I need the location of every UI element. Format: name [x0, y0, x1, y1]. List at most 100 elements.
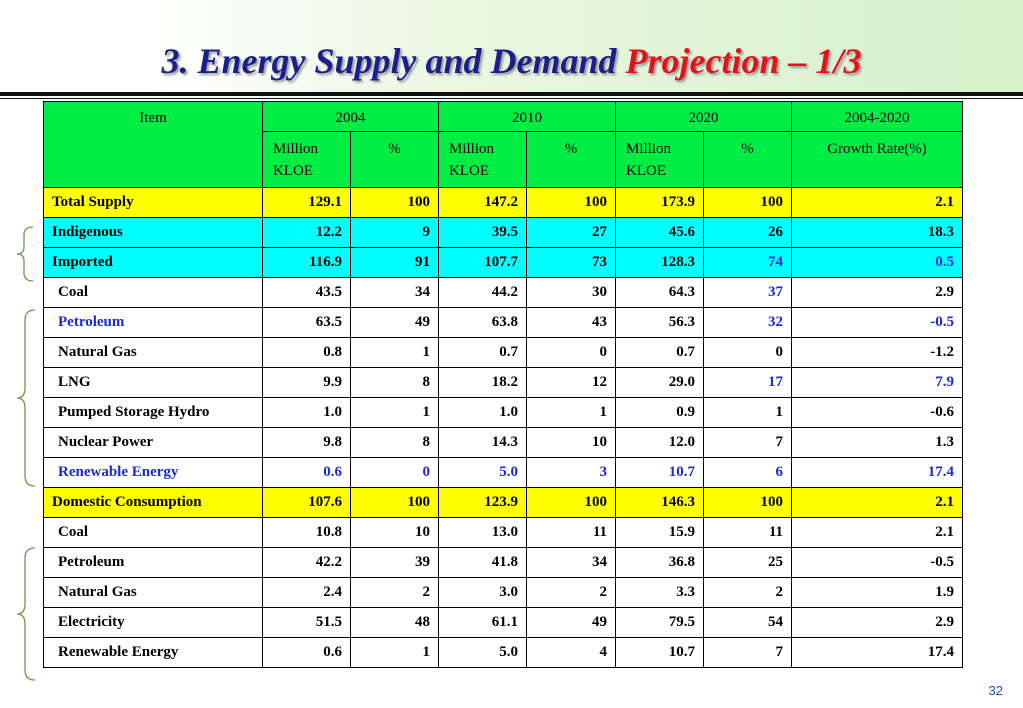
table-cell: 0: [703, 337, 792, 368]
header-unit-2010: Million KLOE: [438, 131, 527, 188]
table-cell: 1.9: [791, 577, 963, 608]
table-row: Natural Gas 0.8 1 0.7 0 0.7 0 -1.2: [43, 337, 963, 368]
row-label: LNG: [43, 367, 263, 398]
header-item: Item: [43, 101, 263, 188]
table-cell: 1: [350, 337, 439, 368]
page-number: 32: [988, 683, 1003, 698]
table-row: LNG 9.9 8 18.2 12 29.0 17 7.9: [43, 367, 963, 398]
table-cell: 79.5: [615, 607, 704, 638]
table-cell: 63.5: [262, 307, 351, 338]
table-cell: 13.0: [438, 517, 527, 548]
header-unit-2004: Million KLOE: [262, 131, 351, 188]
table-cell: 5.0: [438, 637, 527, 668]
table-cell: 44.2: [438, 277, 527, 308]
table-cell: 2: [526, 577, 616, 608]
table-cell: 91: [350, 247, 439, 278]
table-cell: 6: [703, 457, 792, 488]
table-cell: 0.5: [791, 247, 963, 278]
table-cell: 2.4: [262, 577, 351, 608]
table-cell: 0.8: [262, 337, 351, 368]
table-cell: 100: [526, 487, 616, 518]
table-cell: 9.9: [262, 367, 351, 398]
row-label: Renewable Energy: [43, 637, 263, 668]
table-row: Coal 43.5 34 44.2 30 64.3 37 2.9: [43, 277, 963, 308]
table-cell: 10.7: [615, 637, 704, 668]
title-part-2: Projection – 1/3: [625, 41, 862, 81]
table-cell: 2: [703, 577, 792, 608]
table-cell: 12.2: [262, 217, 351, 248]
table-row: Total Supply 129.1 100 147.2 100 173.9 100 2.1: [43, 187, 963, 218]
table-cell: 11: [526, 517, 616, 548]
table-cell: 48: [350, 607, 439, 638]
row-label: Nuclear Power: [43, 427, 263, 458]
table-cell: 74: [703, 247, 792, 278]
table-cell: 29.0: [615, 367, 704, 398]
table-cell: 10: [526, 427, 616, 458]
unit-line1: Million: [626, 141, 672, 157]
table-cell: 1: [350, 397, 439, 428]
table-cell: 27: [526, 217, 616, 248]
table-cell: 147.2: [438, 187, 527, 218]
brace-demand-sources: [16, 547, 36, 681]
table-cell: -0.5: [791, 307, 963, 338]
header-growth-rate: Growth Rate(%): [791, 131, 963, 188]
row-label: Petroleum: [43, 547, 263, 578]
table-row: Petroleum 42.2 39 41.8 34 36.8 25 -0.5: [43, 547, 963, 578]
table-cell: 73: [526, 247, 616, 278]
table-cell: 10.7: [615, 457, 704, 488]
table-cell: 64.3: [615, 277, 704, 308]
table-cell: 0: [526, 337, 616, 368]
row-label: Imported: [43, 247, 263, 278]
table-cell: 0.9: [615, 397, 704, 428]
header-year-2010: 2010: [438, 101, 616, 132]
table-cell: 0: [350, 457, 439, 488]
table-cell: 26: [703, 217, 792, 248]
header-year-2020: 2020: [615, 101, 792, 132]
unit-line2: KLOE: [449, 163, 489, 179]
row-label: Coal: [43, 277, 263, 308]
table-cell: 100: [526, 187, 616, 218]
table-cell: 2.1: [791, 187, 963, 218]
table-cell: 45.6: [615, 217, 704, 248]
table-cell: 9: [350, 217, 439, 248]
table-cell: 100: [703, 187, 792, 218]
table-cell: 14.3: [438, 427, 527, 458]
table-cell: 3.0: [438, 577, 527, 608]
table-cell: 1.3: [791, 427, 963, 458]
table-cell: 10: [350, 517, 439, 548]
table-row: Pumped Storage Hydro 1.0 1 1.0 1 0.9 1 -0.6: [43, 397, 963, 428]
table-row: Electricity 51.5 48 61.1 49 79.5 54 2.9: [43, 607, 963, 638]
table-cell: 25: [703, 547, 792, 578]
table-cell: 41.8: [438, 547, 527, 578]
table-cell: 128.3: [615, 247, 704, 278]
table-cell: 100: [350, 187, 439, 218]
row-label: Pumped Storage Hydro: [43, 397, 263, 428]
table-cell: 1.0: [438, 397, 527, 428]
table-row: Domestic Consumption 107.6 100 123.9 100 146.…: [43, 487, 963, 518]
table-cell: 18.3: [791, 217, 963, 248]
brace-supply-origin: [16, 226, 34, 282]
table-cell: 2.9: [791, 277, 963, 308]
slide-title: 3. Energy Supply and Demand Projection –…: [0, 40, 1023, 82]
table-cell: 51.5: [262, 607, 351, 638]
title-rule-thick: [0, 92, 1023, 96]
table-cell: 4: [526, 637, 616, 668]
table-cell: 49: [350, 307, 439, 338]
table-cell: 7: [703, 637, 792, 668]
table-cell: 0.7: [438, 337, 527, 368]
table-row: Renewable Energy 0.6 1 5.0 4 10.7 7 17.4: [43, 637, 963, 668]
table-cell: 11: [703, 517, 792, 548]
table-row: Coal 10.8 10 13.0 11 15.9 11 2.1: [43, 517, 963, 548]
title-rule-thin: [0, 98, 1023, 99]
energy-table: Item 2004 2010 2020 2004-2020 Million KLO…: [43, 101, 963, 668]
table-cell: 2: [350, 577, 439, 608]
table-cell: 3.3: [615, 577, 704, 608]
table-cell: 107.6: [262, 487, 351, 518]
table-cell: 1: [350, 637, 439, 668]
unit-line1: Million: [273, 141, 319, 157]
table-cell: 2.1: [791, 487, 963, 518]
row-label: Renewable Energy: [43, 457, 263, 488]
table-cell: 2.1: [791, 517, 963, 548]
table-cell: 39: [350, 547, 439, 578]
table-cell: 107.7: [438, 247, 527, 278]
